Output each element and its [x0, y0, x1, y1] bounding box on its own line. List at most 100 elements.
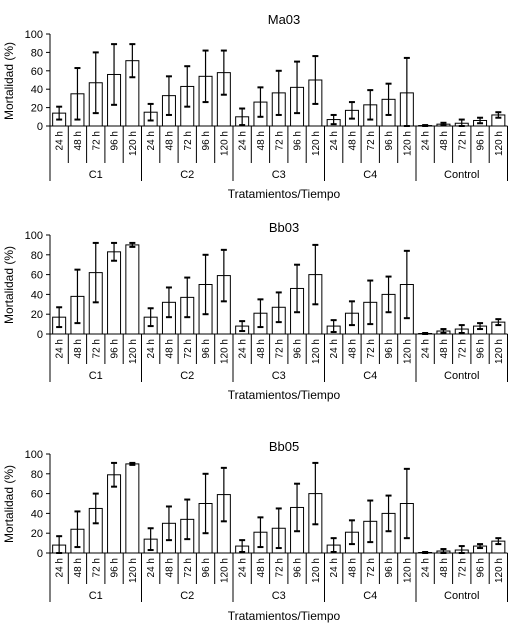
time-label: 24 h	[421, 131, 432, 150]
time-label: 72 h	[91, 339, 102, 358]
time-label: 72 h	[91, 558, 102, 577]
chart-title: Bb05	[269, 439, 299, 454]
group-label: C4	[363, 370, 377, 382]
time-label: 72 h	[183, 339, 194, 358]
time-label: 72 h	[457, 339, 468, 358]
time-label: 24 h	[329, 339, 340, 358]
time-label: 96 h	[110, 339, 121, 358]
time-label: 48 h	[347, 131, 358, 150]
time-label: 72 h	[457, 558, 468, 577]
time-label: 120 h	[402, 558, 413, 583]
time-label: 48 h	[164, 558, 175, 577]
time-label: 72 h	[274, 558, 285, 577]
y-tick-label: 100	[25, 29, 43, 41]
time-label: 120 h	[128, 131, 139, 156]
y-tick-label: 0	[37, 548, 43, 560]
time-label: 24 h	[421, 558, 432, 577]
y-tick-label: 40	[31, 289, 43, 301]
time-label: 72 h	[366, 339, 377, 358]
time-label: 48 h	[256, 339, 267, 358]
time-label: 48 h	[73, 558, 84, 577]
y-axis-label: Mortalidad (%)	[2, 246, 16, 324]
y-tick-label: 40	[31, 508, 43, 520]
bar	[125, 244, 140, 335]
time-label: 96 h	[476, 131, 487, 150]
time-label: 48 h	[256, 558, 267, 577]
group-label: C1	[89, 370, 103, 382]
time-label: 96 h	[201, 339, 212, 358]
group-label: C4	[363, 169, 377, 181]
time-label: 24 h	[421, 339, 432, 358]
time-label: 120 h	[311, 131, 322, 156]
chart-panel-bb05: Bb05 Mortalidad (%) Tratamientos/Tiempo …	[2, 439, 508, 623]
time-label: 96 h	[293, 339, 304, 358]
y-tick-label: 100	[25, 230, 43, 242]
y-tick-label: 80	[31, 47, 43, 59]
time-label: 72 h	[366, 131, 377, 150]
y-tick-label: 60	[31, 66, 43, 78]
group-label: C2	[180, 370, 194, 382]
time-label: 24 h	[238, 558, 249, 577]
time-label: 72 h	[274, 339, 285, 358]
bar	[107, 251, 122, 335]
time-label: 24 h	[329, 558, 340, 577]
bar	[125, 463, 140, 554]
time-label: 96 h	[384, 339, 395, 358]
time-label: 96 h	[201, 558, 212, 577]
time-label: 48 h	[164, 339, 175, 358]
time-label: 72 h	[91, 131, 102, 150]
time-label: 48 h	[256, 131, 267, 150]
time-label: 48 h	[439, 558, 450, 577]
time-label: 72 h	[366, 558, 377, 577]
chart-panel-ma03: Ma03 Mortalidad (%) Tratamientos/Tiempo …	[2, 12, 508, 201]
time-label: 72 h	[457, 131, 468, 150]
y-axis-label: Mortalidad (%)	[2, 42, 16, 120]
group-label: Control	[444, 169, 479, 181]
y-axis-label: Mortalidad (%)	[2, 465, 16, 543]
x-axis-label: Tratamientos/Tiempo	[228, 609, 341, 623]
time-label: 48 h	[347, 339, 358, 358]
time-label: 120 h	[494, 339, 505, 364]
time-label: 24 h	[238, 131, 249, 150]
y-tick-label: 20	[31, 309, 43, 321]
group-label: Control	[444, 370, 479, 382]
y-tick-label: 20	[31, 103, 43, 115]
time-label: 120 h	[219, 339, 230, 364]
time-label: 48 h	[164, 131, 175, 150]
y-tick-label: 100	[25, 449, 43, 461]
time-label: 96 h	[476, 339, 487, 358]
chart-title: Bb03	[269, 220, 299, 235]
time-label: 48 h	[439, 339, 450, 358]
time-label: 96 h	[384, 131, 395, 150]
group-label: C1	[89, 590, 103, 602]
y-tick-label: 0	[37, 329, 43, 341]
time-label: 120 h	[128, 558, 139, 583]
time-label: 24 h	[55, 131, 66, 150]
chart-title: Ma03	[268, 12, 301, 27]
time-label: 72 h	[274, 131, 285, 150]
x-axis-label: Tratamientos/Tiempo	[228, 388, 341, 402]
time-label: 120 h	[402, 131, 413, 156]
time-label: 96 h	[384, 558, 395, 577]
time-label: 48 h	[73, 131, 84, 150]
time-label: 24 h	[55, 558, 66, 577]
time-label: 120 h	[311, 558, 322, 583]
time-label: 120 h	[311, 339, 322, 364]
y-tick-label: 0	[37, 121, 43, 133]
group-label: C1	[89, 169, 103, 181]
time-label: 120 h	[128, 339, 139, 364]
time-label: 120 h	[219, 131, 230, 156]
group-label: C3	[272, 590, 286, 602]
y-tick-label: 40	[31, 84, 43, 96]
time-label: 24 h	[55, 339, 66, 358]
time-label: 24 h	[238, 339, 249, 358]
time-label: 48 h	[439, 131, 450, 150]
time-label: 24 h	[146, 339, 157, 358]
group-label: C2	[180, 590, 194, 602]
time-label: 72 h	[183, 131, 194, 150]
time-label: 96 h	[293, 558, 304, 577]
group-label: C3	[272, 370, 286, 382]
time-label: 48 h	[73, 339, 84, 358]
group-label: C2	[180, 169, 194, 181]
time-label: 24 h	[329, 131, 340, 150]
